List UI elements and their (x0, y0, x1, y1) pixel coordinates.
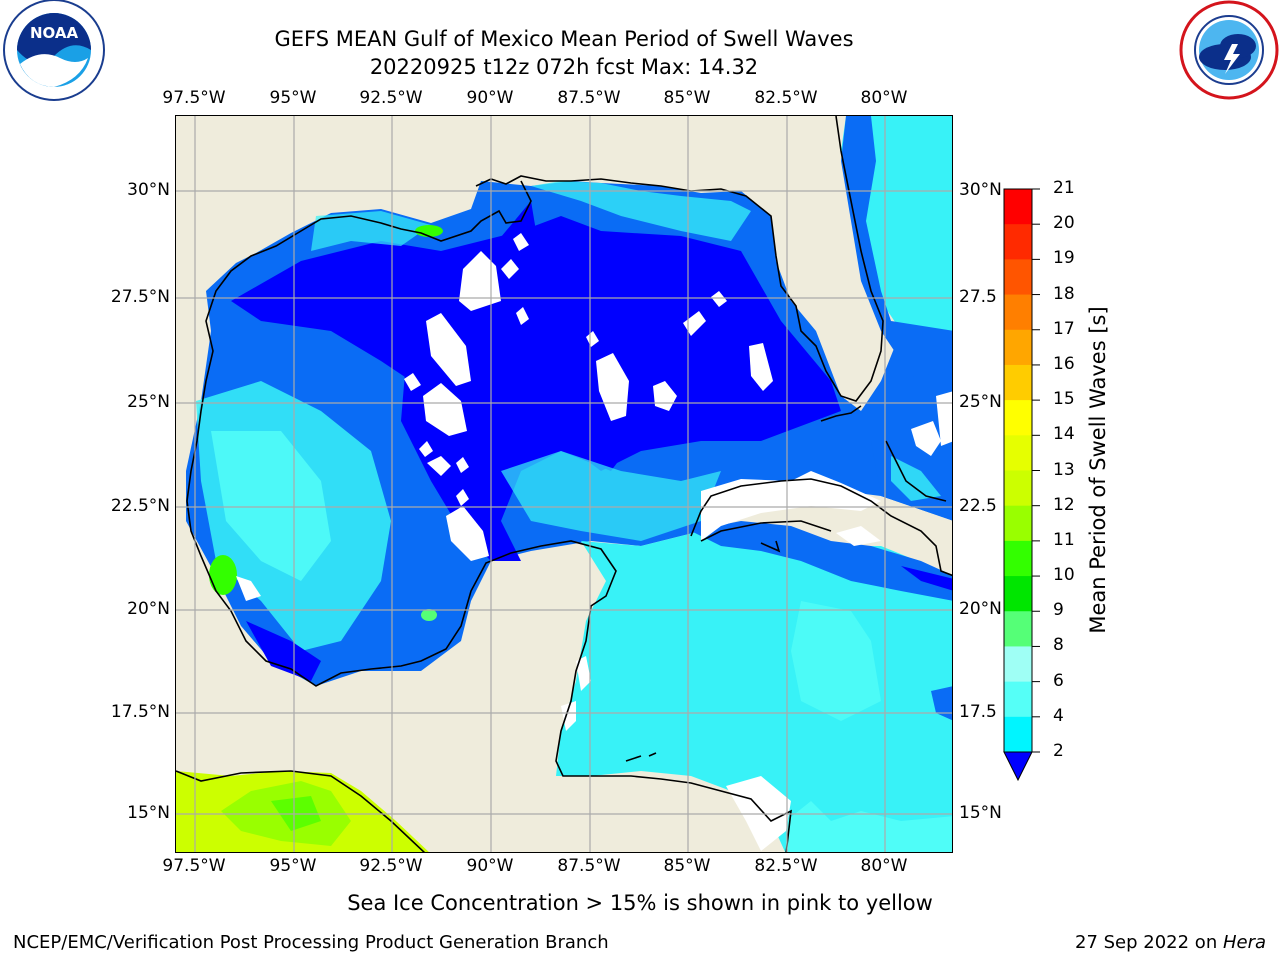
colorbar-segment (1004, 505, 1032, 542)
lat-label-right: 27.5 (959, 287, 997, 307)
lat-label-right: 25°N (959, 392, 1002, 412)
colorbar-tick-label: 21 (1053, 178, 1075, 198)
colorbar-tick-label: 8 (1053, 635, 1064, 656)
colorbar-segment (1004, 189, 1032, 225)
lat-label-left: 22.5°N (110, 496, 170, 516)
colorbar-tick-label: 10 (1053, 565, 1075, 586)
colorbar-segment (1004, 435, 1032, 471)
lon-label-bottom: 92.5°W (359, 856, 423, 876)
colorbar-segment (1004, 576, 1032, 612)
lon-label-top: 82.5°W (754, 88, 818, 108)
lon-label-bottom: 95°W (269, 856, 317, 876)
colorbar-tick-label: 18 (1053, 283, 1075, 304)
atlantic-water (841, 116, 952, 521)
lat-label-left: 25°N (127, 392, 170, 412)
colorbar-tick-label: 17 (1053, 318, 1075, 339)
lon-label-top: 87.5°W (557, 88, 621, 108)
colorbar-segment (1004, 259, 1032, 296)
lat-label-left: 27.5°N (110, 287, 170, 307)
colorbar-segment (1004, 611, 1032, 647)
noaa-logo-text: NOAA (30, 24, 79, 42)
colorbar-tick-label: 13 (1053, 459, 1075, 480)
lat-label-left: 15°N (127, 803, 170, 823)
lon-label-bottom: 85°W (663, 856, 711, 876)
lon-label-bottom: 80°W (860, 856, 908, 876)
lon-label-top: 92.5°W (359, 88, 423, 108)
colorbar-ticks (1032, 188, 1040, 753)
colorbar-segment (1004, 364, 1032, 401)
lat-label-right: 20°N (959, 599, 1002, 619)
colorbar-tick-label: 12 (1053, 494, 1075, 515)
lat-label-right: 15°N (959, 803, 1002, 823)
colorbar-tick-label: 14 (1053, 424, 1075, 445)
lat-label-left: 17.5°N (110, 702, 170, 722)
lon-label-top: 97.5°W (162, 88, 226, 108)
colorbar-tick-label: 2 (1053, 741, 1064, 761)
colorbar-segment (1004, 681, 1032, 718)
colorbar-segment (1004, 224, 1032, 260)
lat-label-right: 17.5 (959, 702, 997, 722)
colorbar-segment (1004, 329, 1032, 366)
noaa-logo: NOAA (0, 0, 108, 104)
colorbar-segment (1004, 716, 1032, 753)
sea-ice-note: Sea Ice Concentration > 15% is shown in … (347, 891, 933, 915)
lon-label-bottom: 87.5°W (557, 856, 621, 876)
lat-label-right: 22.5 (959, 496, 997, 516)
no-data-patches (236, 233, 952, 851)
lon-label-top: 80°W (860, 88, 908, 108)
colorbar (1000, 186, 1050, 786)
colorbar-tick-label: 16 (1053, 353, 1075, 374)
colorbar-title: Mean Period of Swell Waves [s] (1086, 306, 1110, 634)
colorbar-tick-label: 15 (1053, 389, 1075, 410)
date-stamp: 27 Sep 2022 on Hera (1075, 932, 1266, 953)
colorbar-segment (1004, 470, 1032, 507)
coastlines (176, 116, 952, 852)
nws-logo (1178, 0, 1280, 102)
lat-label-right: 30°N (959, 180, 1002, 200)
colorbar-segment (1004, 646, 1032, 683)
colorbar-extend-triangle (1003, 751, 1033, 782)
colorbar-tick-label: 19 (1053, 248, 1075, 269)
lat-label-left: 20°N (127, 599, 170, 619)
colorbar-tick-label: 20 (1053, 213, 1075, 234)
lon-label-top: 85°W (663, 88, 711, 108)
colorbar-segments (1004, 189, 1032, 753)
chart-title: GEFS MEAN Gulf of Mexico Mean Period of … (274, 27, 854, 51)
colorbar-tick-label: 9 (1053, 600, 1064, 621)
lon-label-top: 95°W (269, 88, 317, 108)
colorbar-tick-label: 11 (1053, 529, 1075, 550)
lon-label-bottom: 90°W (466, 856, 514, 876)
lon-label-top: 90°W (466, 88, 514, 108)
graticule (176, 116, 952, 852)
lon-label-bottom: 97.5°W (162, 856, 226, 876)
lat-label-left: 30°N (127, 180, 170, 200)
colorbar-segment (1004, 400, 1032, 436)
caribbean-water (556, 521, 952, 852)
date-text: 27 Sep 2022 on (1075, 932, 1223, 953)
colorbar-segment (1004, 540, 1032, 577)
map-plot-area (175, 115, 953, 853)
colorbar-tick-label: 4 (1053, 705, 1064, 726)
lon-label-bottom: 82.5°W (754, 856, 818, 876)
credit-text: NCEP/EMC/Verification Post Processing Pr… (13, 932, 609, 953)
colorbar-tick-label: 6 (1053, 670, 1064, 691)
colorbar-segment (1004, 294, 1032, 331)
chart-subtitle: 20220925 t12z 072h fcst Max: 14.32 (369, 55, 759, 79)
machine-name: Hera (1222, 932, 1266, 953)
